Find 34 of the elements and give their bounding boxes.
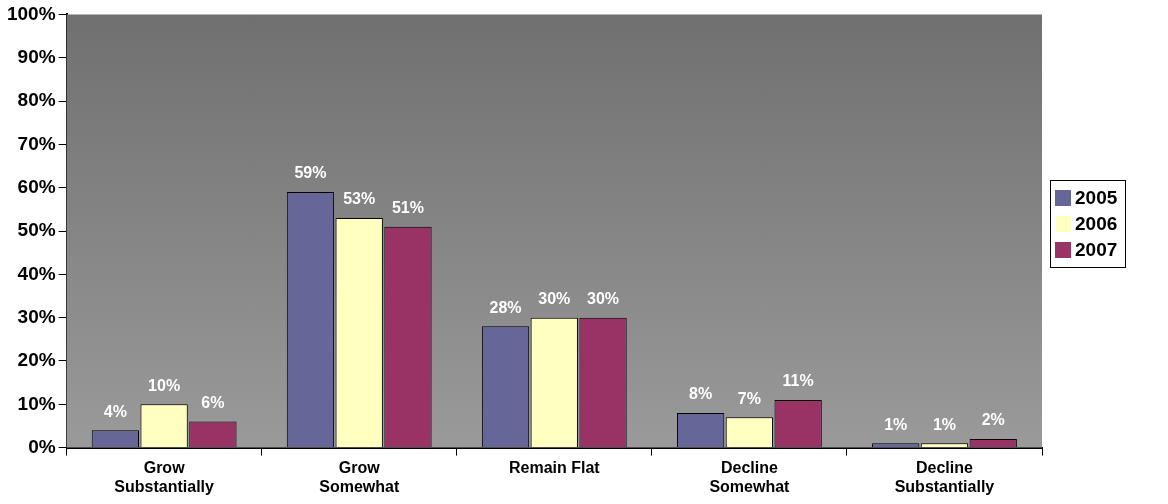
data-label: 59% bbox=[294, 164, 327, 182]
y-tick-label: 30% bbox=[17, 305, 56, 327]
y-tick-label: 0% bbox=[28, 435, 56, 457]
data-label: 10% bbox=[148, 376, 181, 394]
y-tick-label: 80% bbox=[17, 89, 56, 111]
y-tick-label: 60% bbox=[17, 175, 56, 197]
x-tick-label: Decline Substantially bbox=[894, 458, 995, 495]
data-label: 30% bbox=[587, 290, 620, 308]
data-label: 53% bbox=[343, 190, 376, 208]
x-tick-label: Grow Somewhat bbox=[319, 458, 400, 495]
data-label: 1% bbox=[932, 415, 957, 433]
legend-label: 2006 bbox=[1075, 212, 1118, 236]
data-label: 51% bbox=[391, 199, 424, 217]
x-tick-label: Grow Substantially bbox=[114, 458, 215, 495]
data-label: 2% bbox=[981, 411, 1005, 429]
data-label: 8% bbox=[689, 385, 713, 403]
y-tick-label: 100% bbox=[6, 2, 56, 24]
data-label: 1% bbox=[884, 415, 908, 433]
data-label: 30% bbox=[538, 290, 571, 308]
data-label: 28% bbox=[489, 298, 522, 316]
data-label: 7% bbox=[737, 389, 761, 407]
x-tick-label: Remain Flat bbox=[508, 458, 601, 476]
data-label: 11% bbox=[782, 372, 814, 390]
legend-label: 2005 bbox=[1075, 186, 1118, 210]
legend-label: 2007 bbox=[1075, 238, 1118, 262]
y-tick-label: 20% bbox=[17, 349, 56, 371]
y-tick-label: 90% bbox=[17, 45, 56, 67]
y-tick-label: 70% bbox=[17, 132, 56, 154]
data-label: 6% bbox=[201, 394, 225, 412]
x-tick-label: Decline Somewhat bbox=[709, 458, 791, 495]
y-tick-label: 10% bbox=[17, 392, 56, 414]
y-tick-label: 40% bbox=[17, 262, 56, 284]
y-tick-label: 50% bbox=[17, 219, 56, 241]
data-label: 4% bbox=[103, 402, 127, 420]
